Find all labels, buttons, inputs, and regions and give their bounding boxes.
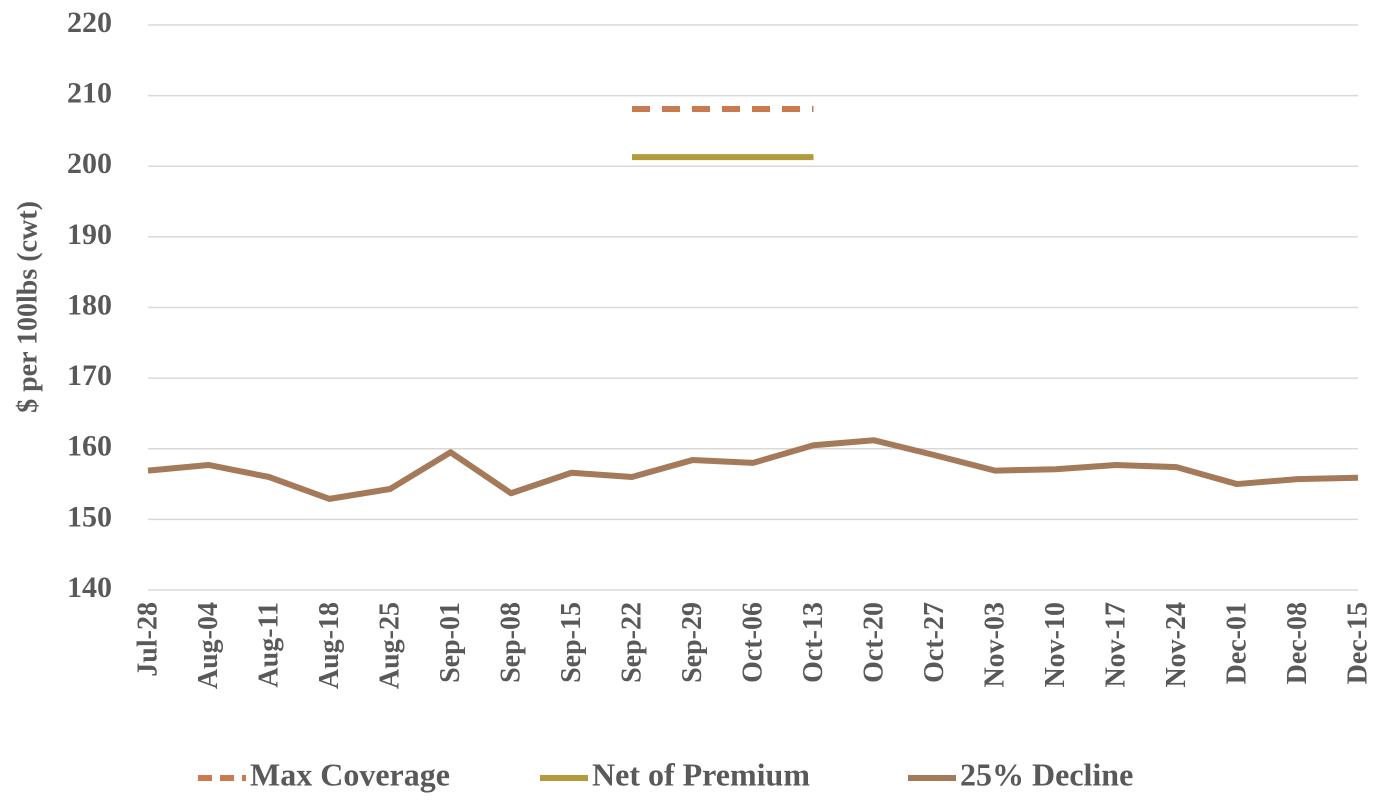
x-tick-label: Jul-28 bbox=[132, 602, 163, 677]
y-tick-label: 170 bbox=[67, 359, 112, 392]
x-tick-label: Sep-08 bbox=[495, 602, 526, 683]
x-tick-label: Sep-15 bbox=[556, 602, 587, 683]
y-tick-label: 210 bbox=[67, 77, 112, 110]
x-tick-label: Sep-29 bbox=[677, 602, 708, 683]
y-tick-label: 160 bbox=[67, 430, 112, 463]
series-line bbox=[147, 437, 1359, 502]
x-tick-label: Oct-27 bbox=[919, 602, 950, 683]
x-tick-label: Oct-13 bbox=[798, 602, 829, 683]
y-tick-label: 180 bbox=[67, 288, 112, 321]
x-tick-label: Sep-22 bbox=[616, 602, 647, 683]
x-tick-label: Nov-24 bbox=[1161, 602, 1192, 688]
x-tick-label: Nov-03 bbox=[979, 602, 1010, 688]
x-tick-label: Dec-15 bbox=[1342, 602, 1373, 684]
x-tick-label: Nov-10 bbox=[1040, 602, 1071, 688]
x-tick-label: Dec-08 bbox=[1282, 602, 1313, 684]
y-tick-label: 220 bbox=[67, 6, 112, 39]
x-tick-label: Sep-01 bbox=[435, 602, 466, 683]
x-tick-label: Aug-18 bbox=[314, 602, 345, 689]
y-axis-title: $ per 100lbs (cwt) bbox=[12, 201, 43, 413]
legend-label: 25% Decline bbox=[960, 756, 1133, 792]
y-tick-label: 150 bbox=[67, 500, 112, 533]
x-tick-label: Nov-17 bbox=[1100, 602, 1131, 688]
x-tick-label: Dec-01 bbox=[1221, 602, 1252, 684]
y-tick-label: 200 bbox=[67, 147, 112, 180]
x-tick-label: Aug-04 bbox=[193, 602, 224, 689]
x-tick-label: Oct-20 bbox=[858, 602, 889, 683]
y-tick-label: 140 bbox=[67, 571, 112, 604]
x-tick-label: Aug-25 bbox=[374, 602, 405, 689]
x-tick-label: Aug-11 bbox=[253, 602, 284, 688]
x-tick-label: Oct-06 bbox=[737, 602, 768, 683]
legend-label: Max Coverage bbox=[250, 756, 450, 792]
legend-label: Net of Premium bbox=[592, 756, 810, 792]
y-tick-label: 190 bbox=[67, 218, 112, 251]
